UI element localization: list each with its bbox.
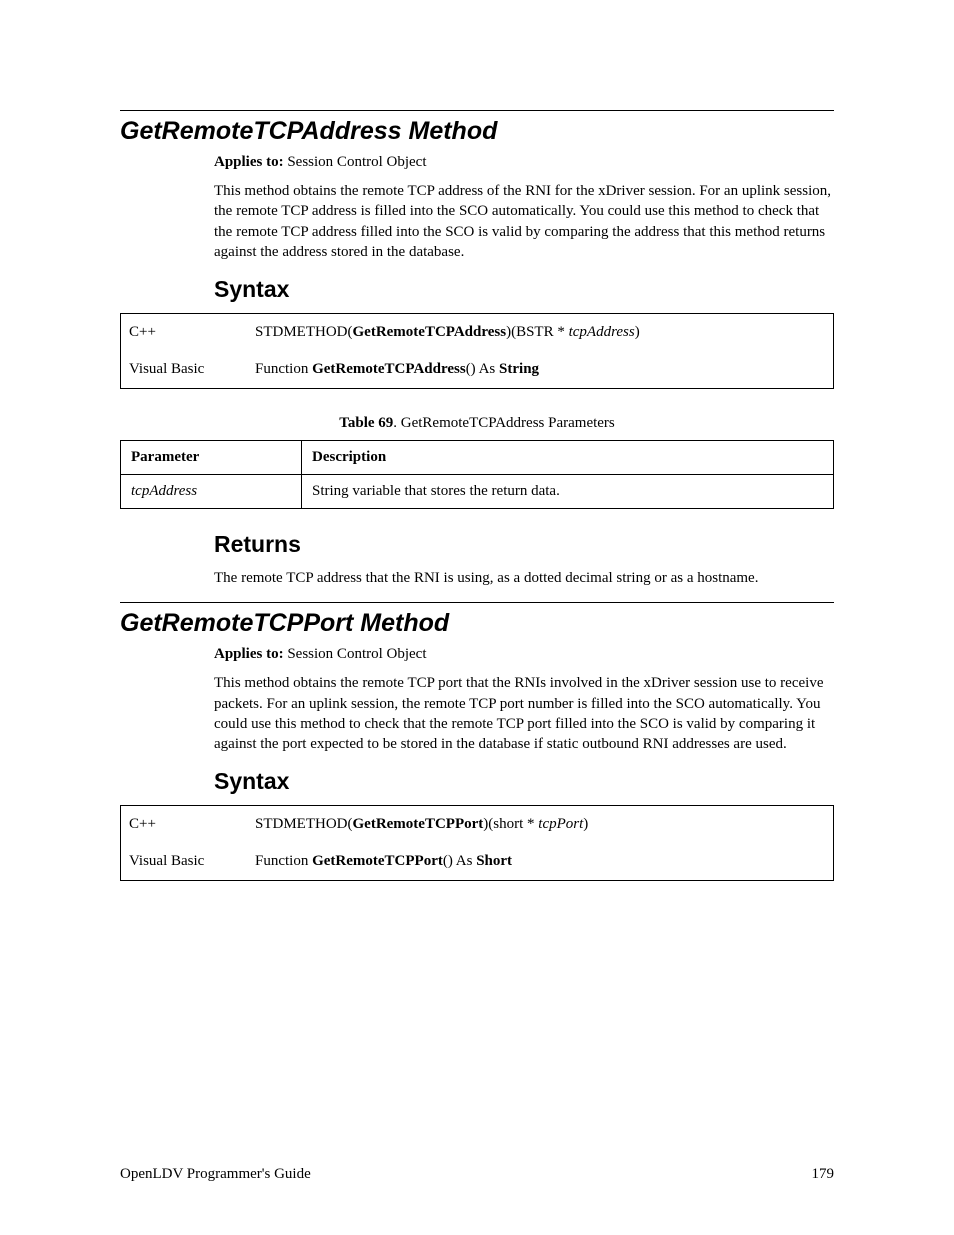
syntax-ital: tcpPort	[538, 816, 583, 832]
returns-heading: Returns	[214, 531, 834, 558]
syntax-bold1: GetRemoteTCPPort	[353, 816, 484, 832]
syntax-code: STDMETHOD(GetRemoteTCPPort)(short * tcpP…	[247, 806, 834, 844]
syntax-mid: )(BSTR *	[506, 324, 569, 340]
syntax-row: Visual Basic Function GetRemoteTCPAddres…	[121, 351, 834, 389]
syntax-post: )	[635, 324, 640, 340]
syntax-lang: Visual Basic	[121, 843, 248, 881]
syntax-mid: () As	[466, 361, 499, 377]
page-footer: OpenLDV Programmer's Guide 179	[120, 1166, 834, 1183]
syntax-bold1: GetRemoteTCPPort	[312, 853, 443, 869]
syntax-pre: STDMETHOD(	[255, 324, 353, 340]
section1-returns: Returns The remote TCP address that the …	[214, 531, 834, 588]
syntax-bold2: String	[499, 361, 539, 377]
table-caption: Table 69. GetRemoteTCPAddress Parameters	[120, 415, 834, 432]
syntax-mid: )(short *	[483, 816, 538, 832]
syntax-row: C++ STDMETHOD(GetRemoteTCPAddress)(BSTR …	[121, 314, 834, 352]
page-container: GetRemoteTCPAddress Method Applies to: S…	[0, 0, 954, 1235]
section1-description: This method obtains the remote TCP addre…	[214, 181, 834, 262]
applies-label: Applies to:	[214, 154, 284, 170]
section1-applies: Applies to: Session Control Object	[214, 154, 834, 171]
section2-description: This method obtains the remote TCP port …	[214, 673, 834, 754]
syntax-bold2: Short	[476, 853, 512, 869]
table-caption-rest: . GetRemoteTCPAddress Parameters	[393, 415, 615, 431]
syntax-code: Function GetRemoteTCPAddress() As String	[247, 351, 834, 389]
syntax-pre: STDMETHOD(	[255, 816, 353, 832]
table-row: tcpAddress String variable that stores t…	[121, 475, 834, 509]
applies-value-text: Session Control Object	[287, 154, 426, 170]
syntax-mid: () As	[443, 853, 476, 869]
section1-params-table: Parameter Description tcpAddress String …	[120, 440, 834, 509]
syntax-lang: C++	[121, 314, 248, 352]
syntax-post: )	[583, 816, 588, 832]
syntax-pre: Function	[255, 853, 312, 869]
param-name: tcpAddress	[121, 475, 302, 509]
section1-syntax-heading: Syntax	[214, 276, 834, 303]
section2-syntax-heading: Syntax	[214, 768, 834, 795]
syntax-lang: C++	[121, 806, 248, 844]
applies-value-text: Session Control Object	[287, 646, 426, 662]
returns-text: The remote TCP address that the RNI is u…	[214, 568, 834, 588]
syntax-ital: tcpAddress	[569, 324, 635, 340]
desc-header: Description	[302, 441, 834, 475]
section1-body: Applies to: Session Control Object This …	[214, 154, 834, 303]
section2-applies: Applies to: Session Control Object	[214, 646, 834, 663]
footer-right: 179	[812, 1166, 835, 1183]
syntax-pre: Function	[255, 361, 312, 377]
syntax-code: Function GetRemoteTCPPort() As Short	[247, 843, 834, 881]
syntax-code: STDMETHOD(GetRemoteTCPAddress)(BSTR * tc…	[247, 314, 834, 352]
section1-title: GetRemoteTCPAddress Method	[120, 110, 834, 146]
syntax-bold1: GetRemoteTCPAddress	[312, 361, 466, 377]
syntax-row: Visual Basic Function GetRemoteTCPPort()…	[121, 843, 834, 881]
table-header-row: Parameter Description	[121, 441, 834, 475]
syntax-row: C++ STDMETHOD(GetRemoteTCPPort)(short * …	[121, 806, 834, 844]
param-desc: String variable that stores the return d…	[302, 475, 834, 509]
syntax-bold1: GetRemoteTCPAddress	[353, 324, 507, 340]
section1-syntax-table: C++ STDMETHOD(GetRemoteTCPAddress)(BSTR …	[120, 313, 834, 389]
param-header: Parameter	[121, 441, 302, 475]
section2-body: Applies to: Session Control Object This …	[214, 646, 834, 795]
syntax-lang: Visual Basic	[121, 351, 248, 389]
applies-label: Applies to:	[214, 646, 284, 662]
footer-left: OpenLDV Programmer's Guide	[120, 1166, 311, 1183]
section2-title: GetRemoteTCPPort Method	[120, 602, 834, 638]
table-caption-bold: Table 69	[339, 415, 393, 431]
section2-syntax-table: C++ STDMETHOD(GetRemoteTCPPort)(short * …	[120, 805, 834, 881]
